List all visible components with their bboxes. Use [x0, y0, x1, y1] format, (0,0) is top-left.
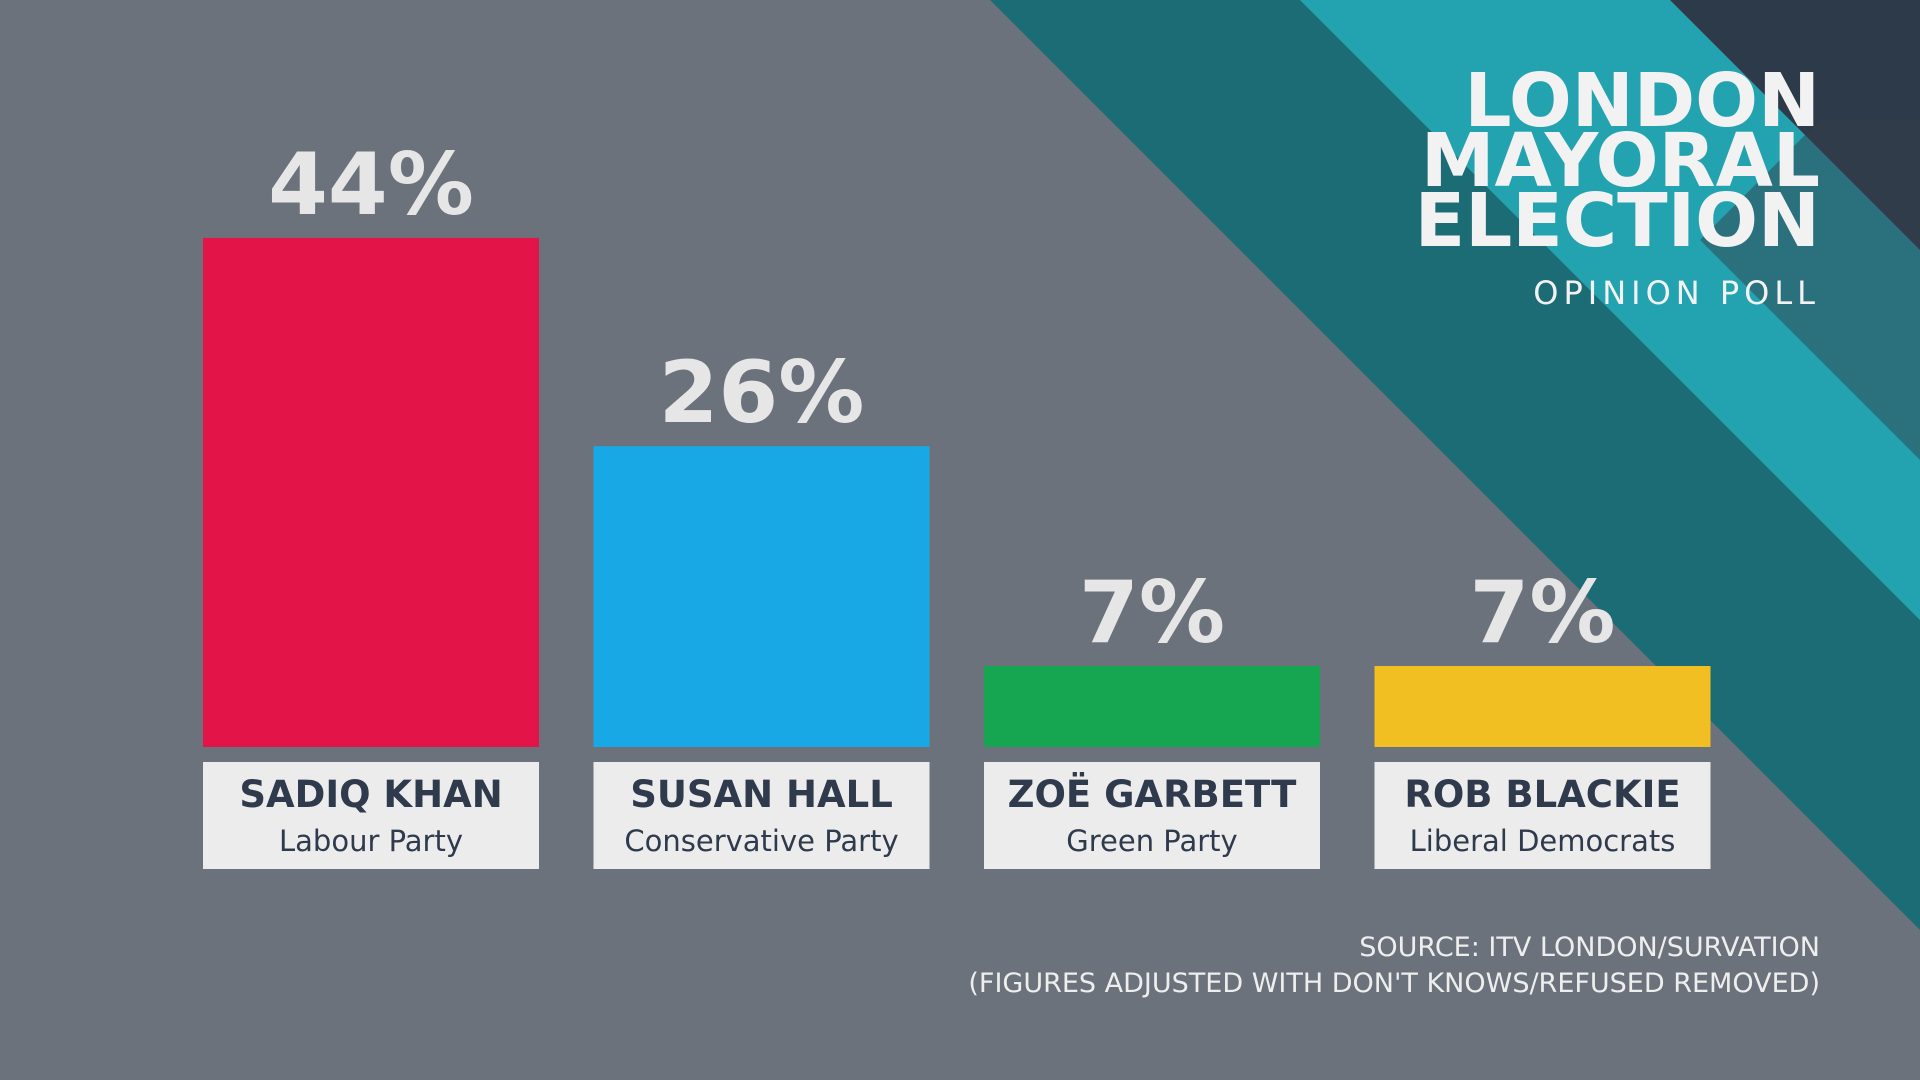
party-label: Green Party [1066, 824, 1237, 858]
label-box [203, 762, 539, 869]
label-box [1374, 762, 1711, 869]
x-tick-label: SUSAN HALL [630, 773, 893, 816]
bar [593, 446, 930, 747]
value-label: 26% [659, 343, 865, 443]
chart-title: LONDON [1464, 58, 1820, 144]
value-label: 44% [268, 135, 474, 235]
chart-title: MAYORAL [1421, 118, 1820, 204]
bar [203, 237, 539, 748]
stripe [1700, 120, 1920, 460]
bar [984, 666, 1320, 747]
stripe [1300, 0, 1920, 620]
party-label: Liberal Democrats [1410, 824, 1676, 858]
party-label: Labour Party [279, 824, 463, 858]
chart-title: ELECTION [1415, 178, 1820, 264]
value-label: 7% [1079, 563, 1225, 663]
value-label: 7% [1469, 563, 1615, 663]
label-box [593, 762, 930, 869]
x-tick-label: ZOË GARBETT [1008, 772, 1297, 816]
party-label: Conservative Party [624, 824, 898, 858]
source-note: (FIGURES ADJUSTED WITH DON'T KNOWS/REFUS… [968, 968, 1820, 999]
chart-subtitle: OPINION POLL [1533, 274, 1820, 312]
bar [1374, 666, 1711, 747]
label-box [984, 762, 1320, 869]
source-note: SOURCE: ITV LONDON/SURVATION [1359, 932, 1820, 963]
x-tick-label: SADIQ KHAN [239, 773, 502, 816]
x-tick-label: ROB BLACKIE [1404, 773, 1680, 816]
